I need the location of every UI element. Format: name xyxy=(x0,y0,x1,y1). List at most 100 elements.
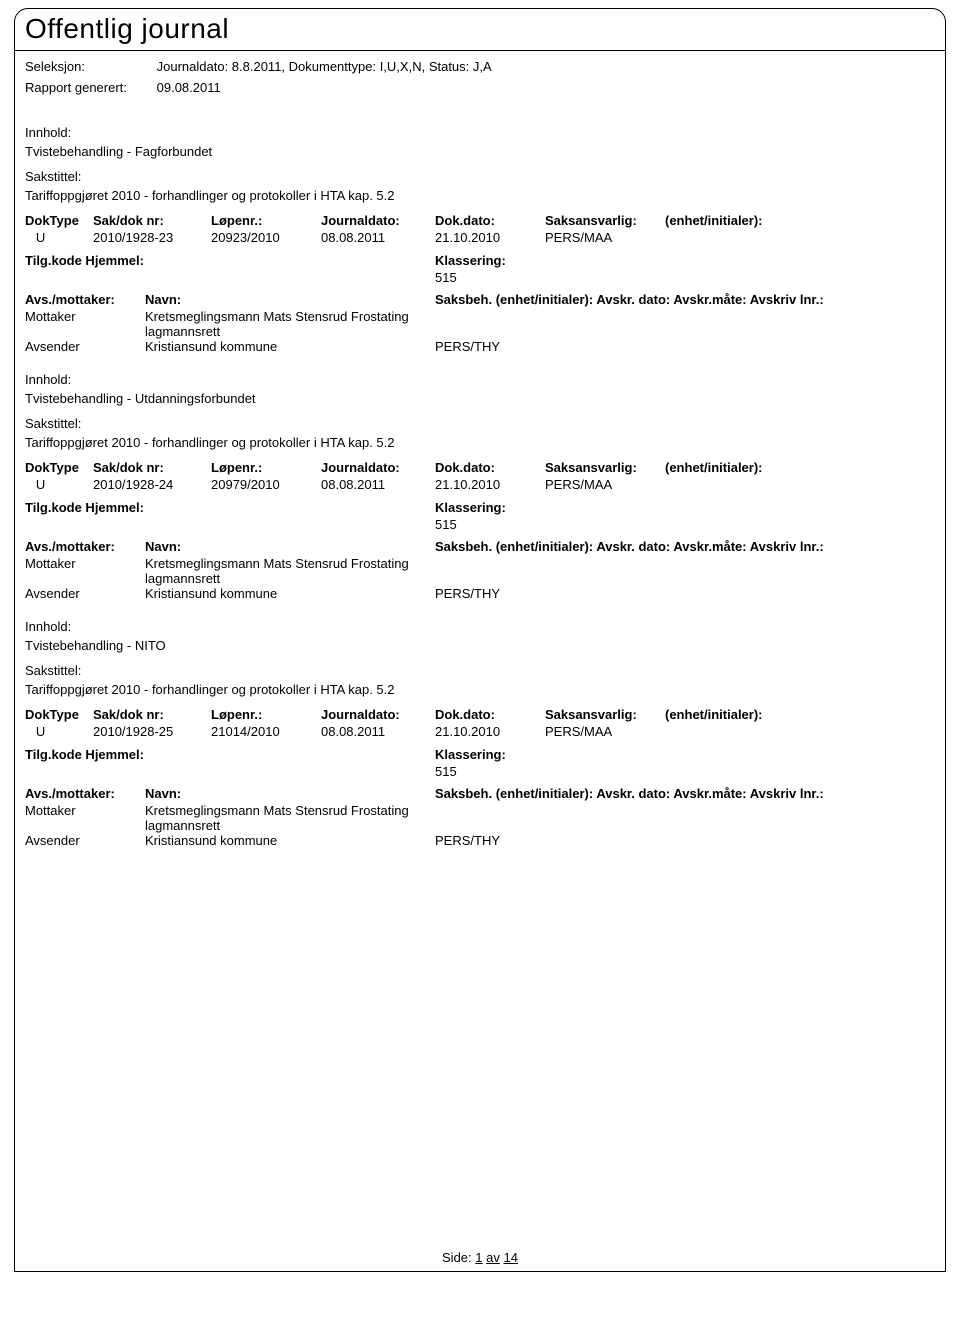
seleksjon-value: Journaldato: 8.8.2011, Dokumenttype: I,U… xyxy=(157,59,492,74)
party-role: Avsender xyxy=(25,833,145,848)
party-row: Avsender Kristiansund kommune PERS/THY xyxy=(25,339,935,354)
innhold-label: Innhold: xyxy=(25,372,935,387)
col-journaldato: Journaldato: xyxy=(321,460,435,475)
innhold-label: Innhold: xyxy=(25,619,935,634)
party-name: Kretsmeglingsmann Mats Stensrud Frostati… xyxy=(145,556,435,586)
klassering-label: Klassering: xyxy=(435,747,935,762)
footer-page-num: 1 xyxy=(475,1250,482,1265)
hjemmel-value-row: 515 xyxy=(25,270,935,286)
sakstittel-label: Sakstittel: xyxy=(25,663,935,678)
col-sakdok: Sak/dok nr: xyxy=(93,213,211,228)
col-doktype: DokType xyxy=(25,460,93,475)
avs-mottaker-label: Avs./mottaker: xyxy=(25,539,145,554)
val-sakdok: 2010/1928-23 xyxy=(93,230,211,245)
seleksjon-label: Seleksjon: xyxy=(25,59,153,74)
doc-header-row: DokType Sak/dok nr: Løpenr.: Journaldato… xyxy=(25,460,935,475)
col-saksansvarlig: Saksansvarlig: xyxy=(545,213,665,228)
header-meta: Seleksjon: Journaldato: 8.8.2011, Dokume… xyxy=(15,51,945,107)
doc-value-row: U 2010/1928-24 20979/2010 08.08.2011 21.… xyxy=(25,477,935,492)
val-doktype: U xyxy=(25,230,93,245)
party-role: Avsender xyxy=(25,586,145,601)
avs-mottaker-label: Avs./mottaker: xyxy=(25,786,145,801)
saksbeh-composite-label: Saksbeh. (enhet/initialer): Avskr. dato:… xyxy=(435,539,935,554)
val-saksansvarlig: PERS/MAA xyxy=(545,477,665,492)
val-dokdato: 21.10.2010 xyxy=(435,477,545,492)
val-doktype: U xyxy=(25,724,93,739)
doc-value-row: U 2010/1928-25 21014/2010 08.08.2011 21.… xyxy=(25,724,935,739)
party-code: PERS/THY xyxy=(435,339,935,354)
sakstittel-value: Tariffoppgjøret 2010 - forhandlinger og … xyxy=(25,435,935,450)
page-footer: Side: 1 av 14 xyxy=(15,1242,945,1271)
innhold-value: Tvistebehandling - NITO xyxy=(25,638,935,653)
saksbeh-composite-label: Saksbeh. (enhet/initialer): Avskr. dato:… xyxy=(435,786,935,801)
val-dokdato: 21.10.2010 xyxy=(435,724,545,739)
saksbeh-composite-label: Saksbeh. (enhet/initialer): Avskr. dato:… xyxy=(435,292,935,307)
party-name: Kristiansund kommune xyxy=(145,339,435,354)
val-enhet xyxy=(665,477,935,492)
klassering-value: 515 xyxy=(435,517,935,533)
party-role: Avsender xyxy=(25,339,145,354)
tilgkode-hjemmel-label: Tilg.kode Hjemmel: xyxy=(25,747,435,762)
val-saksansvarlig: PERS/MAA xyxy=(545,724,665,739)
tilgkode-hjemmel-value xyxy=(25,517,435,533)
party-name: Kristiansund kommune xyxy=(145,833,435,848)
val-enhet xyxy=(665,230,935,245)
col-enhet: (enhet/initialer): xyxy=(665,460,935,475)
navn-label: Navn: xyxy=(145,786,435,801)
col-dokdato: Dok.dato: xyxy=(435,707,545,722)
party-code xyxy=(435,803,935,833)
tilgkode-hjemmel-value xyxy=(25,764,435,780)
col-journaldato: Journaldato: xyxy=(321,707,435,722)
header-rapport-row: Rapport generert: 09.08.2011 xyxy=(25,80,935,95)
party-name: Kristiansund kommune xyxy=(145,586,435,601)
party-code: PERS/THY xyxy=(435,833,935,848)
col-lopenr: Løpenr.: xyxy=(211,213,321,228)
header-seleksjon-row: Seleksjon: Journaldato: 8.8.2011, Dokume… xyxy=(25,59,935,74)
party-header-row: Avs./mottaker: Navn: Saksbeh. (enhet/ini… xyxy=(25,292,935,307)
doc-value-row: U 2010/1928-23 20923/2010 08.08.2011 21.… xyxy=(25,230,935,245)
val-journaldato: 08.08.2011 xyxy=(321,724,435,739)
party-code xyxy=(435,556,935,586)
party-role: Mottaker xyxy=(25,309,145,339)
party-role: Mottaker xyxy=(25,803,145,833)
val-dokdato: 21.10.2010 xyxy=(435,230,545,245)
party-row: Mottaker Kretsmeglingsmann Mats Stensrud… xyxy=(25,556,935,586)
val-journaldato: 08.08.2011 xyxy=(321,477,435,492)
hjemmel-value-row: 515 xyxy=(25,764,935,780)
klassering-label: Klassering: xyxy=(435,500,935,515)
sakstittel-label: Sakstittel: xyxy=(25,416,935,431)
col-enhet: (enhet/initialer): xyxy=(665,707,935,722)
col-lopenr: Løpenr.: xyxy=(211,707,321,722)
sakstittel-label: Sakstittel: xyxy=(25,169,935,184)
col-enhet: (enhet/initialer): xyxy=(665,213,935,228)
page-frame: Offentlig journal Seleksjon: Journaldato… xyxy=(14,8,946,1272)
tilgkode-hjemmel-value xyxy=(25,270,435,286)
col-doktype: DokType xyxy=(25,707,93,722)
sakstittel-value: Tariffoppgjøret 2010 - forhandlinger og … xyxy=(25,682,935,697)
rapport-label: Rapport generert: xyxy=(25,80,153,95)
hjemmel-header-row: Tilg.kode Hjemmel: Klassering: xyxy=(25,747,935,762)
val-sakdok: 2010/1928-25 xyxy=(93,724,211,739)
tilgkode-hjemmel-label: Tilg.kode Hjemmel: xyxy=(25,500,435,515)
journal-entry: Innhold: Tvistebehandling - Fagforbundet… xyxy=(25,125,935,354)
avs-mottaker-label: Avs./mottaker: xyxy=(25,292,145,307)
val-lopenr: 21014/2010 xyxy=(211,724,321,739)
party-code xyxy=(435,309,935,339)
party-row: Avsender Kristiansund kommune PERS/THY xyxy=(25,833,935,848)
party-role: Mottaker xyxy=(25,556,145,586)
tilgkode-hjemmel-label: Tilg.kode Hjemmel: xyxy=(25,253,435,268)
val-lopenr: 20979/2010 xyxy=(211,477,321,492)
journal-entry: Innhold: Tvistebehandling - Utdanningsfo… xyxy=(25,372,935,601)
party-row: Mottaker Kretsmeglingsmann Mats Stensrud… xyxy=(25,803,935,833)
col-doktype: DokType xyxy=(25,213,93,228)
col-sakdok: Sak/dok nr: xyxy=(93,707,211,722)
val-enhet xyxy=(665,724,935,739)
sakstittel-value: Tariffoppgjøret 2010 - forhandlinger og … xyxy=(25,188,935,203)
val-sakdok: 2010/1928-24 xyxy=(93,477,211,492)
hjemmel-value-row: 515 xyxy=(25,517,935,533)
col-saksansvarlig: Saksansvarlig: xyxy=(545,707,665,722)
navn-label: Navn: xyxy=(145,292,435,307)
klassering-value: 515 xyxy=(435,270,935,286)
party-name: Kretsmeglingsmann Mats Stensrud Frostati… xyxy=(145,803,435,833)
party-header-row: Avs./mottaker: Navn: Saksbeh. (enhet/ini… xyxy=(25,786,935,801)
